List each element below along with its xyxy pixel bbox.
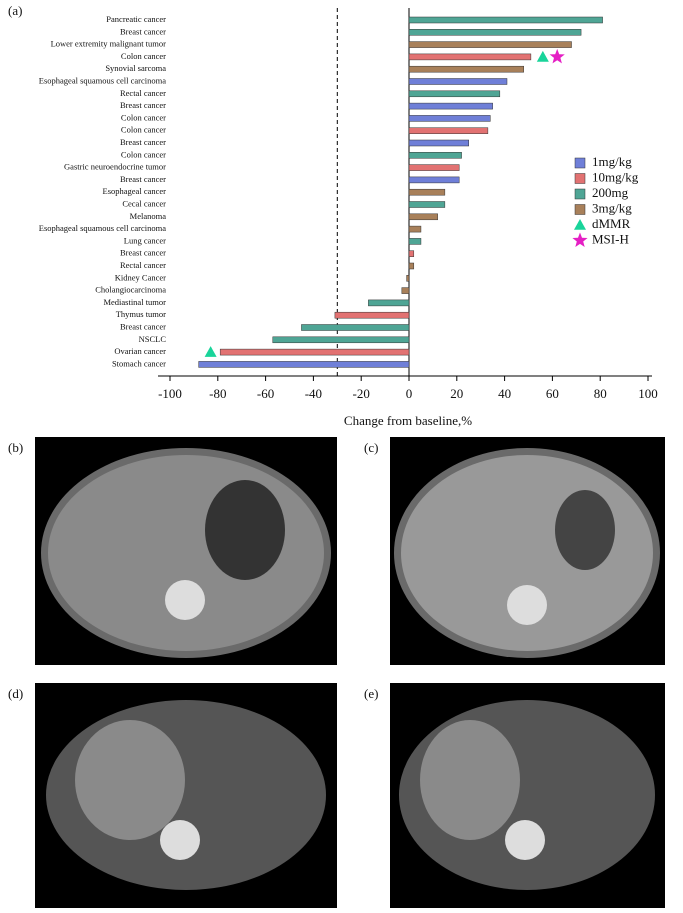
bar <box>408 78 508 85</box>
bar <box>408 65 524 73</box>
y-tick-label: Rectal cancer <box>120 260 166 270</box>
bar <box>272 336 410 344</box>
legend-marker <box>574 219 586 230</box>
bar <box>301 324 410 331</box>
y-tick-label: Gastric neuroendocrine tumor <box>64 162 166 172</box>
y-tick-label: Rectal cancer <box>120 88 166 98</box>
x-tick-label: 80 <box>594 386 607 401</box>
ct-image <box>390 683 665 908</box>
x-tick-label: -60 <box>257 386 274 401</box>
marker <box>204 346 217 357</box>
panel-label: (d) <box>8 686 23 701</box>
legend-swatch <box>574 204 586 215</box>
y-tick-label: Stomach cancer <box>112 358 166 368</box>
x-tick-label: 0 <box>406 386 413 401</box>
legend-marker <box>572 232 588 247</box>
bar <box>406 275 410 282</box>
bar <box>408 176 460 184</box>
bar <box>198 361 410 368</box>
y-tick-label: Breast cancer <box>120 100 166 110</box>
panel-label: (c) <box>364 440 378 455</box>
panel-label: (a) <box>8 3 22 18</box>
y-tick-label: Breast cancer <box>120 174 166 184</box>
y-tick-label: Breast cancer <box>120 321 166 331</box>
bar <box>408 213 438 221</box>
panel-label: (b) <box>8 440 23 455</box>
legend-label: 10mg/kg <box>592 169 639 184</box>
ct-image <box>35 437 337 665</box>
y-tick-label: Cholangiocarcinoma <box>95 285 166 295</box>
bar <box>408 115 491 122</box>
x-tick-label: -80 <box>209 386 226 401</box>
x-tick-label: 40 <box>498 386 511 401</box>
y-tick-label: Lower extremity malignant tumor <box>51 39 167 49</box>
bar <box>408 29 582 36</box>
y-tick-label: Breast cancer <box>120 248 166 258</box>
legend-swatch <box>574 173 586 184</box>
y-tick-label: Colon cancer <box>121 112 166 122</box>
bar <box>334 311 410 319</box>
x-axis-label: Change from baseline,% <box>344 413 472 428</box>
y-tick-label: Thymus tumor <box>116 309 166 319</box>
y-tick-label: Synovial sarcoma <box>105 63 166 73</box>
y-tick-label: Colon cancer <box>121 149 166 159</box>
bar <box>368 299 410 307</box>
bar <box>401 287 410 294</box>
bar <box>408 53 532 61</box>
bar <box>408 238 422 245</box>
y-tick-label: NSCLC <box>139 334 167 344</box>
marker <box>536 50 549 62</box>
legend-label: 200mg <box>592 185 629 200</box>
y-tick-label: Esophageal squamous cell carcinoma <box>39 75 166 85</box>
x-tick-label: -20 <box>353 386 370 401</box>
y-tick-label: Cecal cancer <box>122 198 166 208</box>
legend-label: 1mg/kg <box>592 154 632 169</box>
bar <box>408 250 415 257</box>
marker <box>549 48 565 64</box>
bar <box>408 102 493 110</box>
y-tick-label: Mediastinal tumor <box>103 297 166 307</box>
bar <box>408 201 446 208</box>
bar <box>408 262 415 270</box>
legend-label: dMMR <box>592 216 631 231</box>
y-tick-label: Breast cancer <box>120 26 166 36</box>
legend-label: 3mg/kg <box>592 200 632 215</box>
bar <box>408 139 469 147</box>
y-tick-label: Lung cancer <box>124 235 166 245</box>
panel-label: (e) <box>364 686 378 701</box>
y-tick-label: Ovarian cancer <box>114 346 166 356</box>
y-tick-label: Colon cancer <box>121 51 166 61</box>
ct-image <box>390 437 665 665</box>
bar <box>408 188 446 196</box>
y-tick-label: Esophageal squamous cell carcinoma <box>39 223 166 233</box>
y-tick-label: Pancreatic cancer <box>106 14 166 24</box>
bar <box>408 90 501 98</box>
ct-image <box>35 683 337 908</box>
bar <box>408 164 460 171</box>
x-tick-label: 20 <box>450 386 463 401</box>
x-tick-label: 100 <box>638 386 658 401</box>
legend-swatch <box>574 188 586 200</box>
bar <box>219 348 410 356</box>
bar <box>408 225 422 233</box>
legend-swatch <box>574 157 586 169</box>
bar <box>408 152 462 159</box>
y-tick-label: Kidney Cancer <box>115 272 166 282</box>
legend-label: MSI-H <box>592 231 629 246</box>
bar <box>408 127 489 134</box>
y-tick-label: Esophageal cancer <box>103 186 167 196</box>
x-tick-label: -40 <box>305 386 322 401</box>
x-tick-label: -100 <box>158 386 182 401</box>
y-tick-label: Colon cancer <box>121 125 166 135</box>
bar <box>408 41 572 48</box>
y-tick-label: Melanoma <box>130 211 167 221</box>
x-tick-label: 60 <box>546 386 559 401</box>
bar <box>408 16 603 24</box>
y-tick-label: Breast cancer <box>120 137 166 147</box>
